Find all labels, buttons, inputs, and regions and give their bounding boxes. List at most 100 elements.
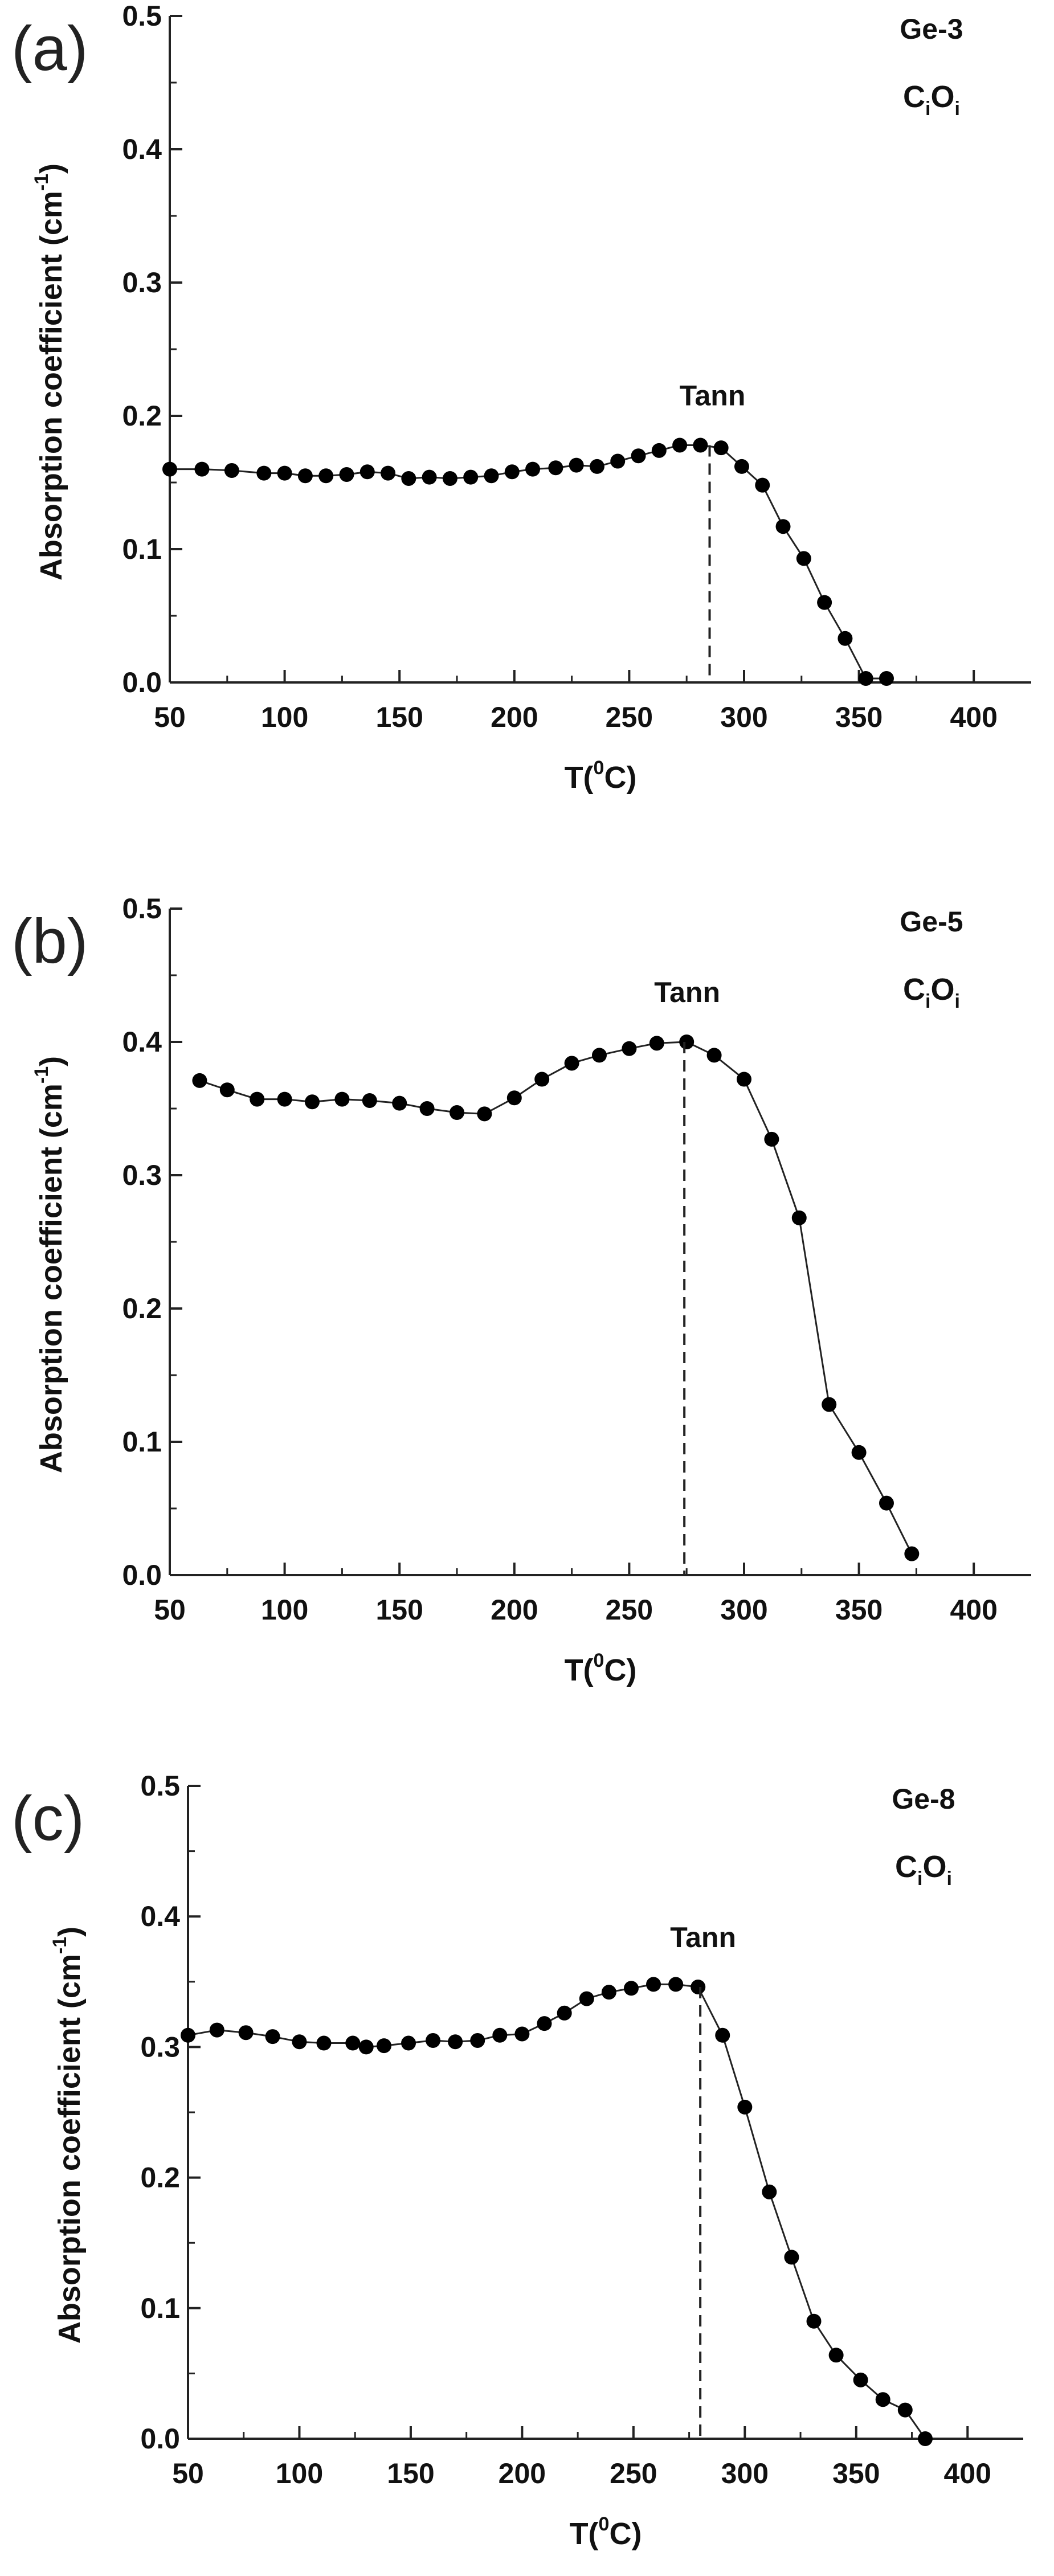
data-point: [219, 1082, 235, 1098]
x-axis-title-text: C): [604, 760, 636, 795]
data-point: [358, 2039, 374, 2055]
data-point: [477, 1106, 492, 1122]
x-axis-title-text: T(: [565, 760, 594, 795]
defect-label: CiOi: [895, 1850, 952, 1890]
x-tick-label: 150: [375, 1594, 423, 1626]
x-tick-label: 250: [606, 1594, 653, 1626]
data-point: [791, 1210, 807, 1225]
tann-annotation: Tann: [680, 379, 746, 411]
y-tick-label: 0.2: [122, 400, 162, 432]
panel-label: (c): [11, 1784, 84, 1854]
data-point: [450, 1105, 464, 1121]
data-point: [426, 2033, 441, 2048]
data-point: [334, 1091, 350, 1107]
data-point: [534, 1072, 550, 1087]
data-point: [591, 1048, 607, 1063]
series-line: [187, 1983, 926, 2439]
data-point: [504, 464, 520, 480]
x-tick-label: 400: [950, 1594, 997, 1626]
data-point: [569, 457, 584, 473]
data-point: [672, 437, 688, 453]
x-tick-label: 200: [491, 1594, 538, 1626]
x-axis-title: T(0C): [565, 1650, 637, 1687]
data-point: [422, 469, 437, 485]
x-tick-label: 150: [387, 2458, 434, 2489]
x-axis-title-text: C): [604, 1653, 636, 1687]
data-point: [250, 1091, 265, 1107]
panel-label: (b): [11, 906, 88, 976]
y-tick-label: 0.0: [140, 2423, 180, 2455]
x-tick-label: 400: [950, 701, 997, 733]
data-point: [646, 1977, 661, 1992]
data-point: [256, 465, 272, 481]
y-tick-label: 0.0: [122, 667, 162, 698]
data-point: [713, 440, 729, 456]
data-point: [668, 1977, 684, 1992]
x-tick-label: 250: [606, 701, 653, 733]
data-point: [381, 465, 396, 481]
sample-label: Ge-3: [900, 13, 963, 45]
data-point: [737, 1072, 751, 1087]
x-axis-title: T(0C): [570, 2513, 642, 2551]
x-tick-label: 200: [491, 701, 538, 733]
defect-sub: i: [947, 1868, 952, 1890]
data-point: [339, 467, 354, 482]
defect-main: C: [895, 1850, 917, 1884]
defect-main: O: [930, 80, 954, 114]
data-point: [651, 443, 667, 458]
series-line: [199, 1041, 913, 1555]
data-point: [181, 2027, 195, 2043]
data-point: [734, 459, 749, 474]
data-point: [192, 1073, 207, 1088]
tann-annotation: Tann: [654, 976, 720, 1008]
y-axis-title-sup: -1: [49, 1937, 71, 1954]
x-tick-label: 300: [721, 2458, 769, 2489]
data-point: [806, 2313, 822, 2329]
y-tick-label: 0.5: [140, 1770, 180, 1802]
data-point: [679, 1035, 695, 1049]
data-point: [879, 1495, 894, 1511]
x-tick-label: 50: [154, 1594, 186, 1626]
y-tick-label: 0.2: [122, 1293, 162, 1324]
y-tick-label: 0.4: [122, 1026, 162, 1058]
data-point: [706, 1048, 722, 1063]
y-tick-label: 0.1: [140, 2292, 180, 2324]
data-point: [377, 2038, 392, 2054]
data-point: [557, 2005, 572, 2021]
data-point: [897, 2402, 913, 2418]
x-tick-label: 200: [499, 2458, 546, 2489]
data-point: [775, 519, 791, 534]
y-tick-label: 0.2: [140, 2162, 180, 2194]
x-axis-title-sup: 0: [594, 757, 604, 779]
data-point: [601, 1985, 616, 2000]
y-axis-title: Absorption coefficient (cm-1): [31, 163, 68, 580]
data-point: [548, 460, 563, 476]
data-point: [238, 2025, 254, 2041]
x-tick-label: 350: [835, 1594, 883, 1626]
y-axis-title: Absorption coefficient (cm-1): [31, 1056, 68, 1473]
x-axis-title-sup: 0: [594, 1650, 604, 1671]
x-axis-title-text: T(: [565, 1653, 594, 1687]
x-axis-title-sup: 0: [599, 2513, 610, 2535]
y-tick-label: 0.1: [122, 1426, 162, 1458]
data-point: [194, 461, 210, 477]
data-point: [470, 2033, 485, 2048]
data-point: [345, 2035, 361, 2051]
data-point: [277, 465, 292, 481]
defect-main: C: [903, 80, 925, 114]
y-tick-label: 0.3: [140, 2031, 180, 2063]
x-axis-title-text: C): [609, 2517, 642, 2551]
data-point: [442, 471, 457, 486]
data-point: [715, 2027, 730, 2043]
series-line: [170, 444, 886, 680]
x-axis-title-text: T(: [570, 2517, 599, 2551]
y-tick-label: 0.4: [122, 133, 162, 165]
y-axis-title-text: ): [34, 1056, 68, 1066]
chart-panel-3: 0.0 0.1 0.2 0.3 0.4 0.5 50 100 150 200 250 300 350 40…: [11, 1770, 1023, 2551]
y-tick-label: 0.1: [122, 533, 162, 565]
data-point: [265, 2029, 280, 2045]
y-axis-title: Absorption coefficient (cm-1): [49, 1927, 87, 2344]
defect-main: O: [922, 1850, 946, 1884]
y-axis-title-text: Absorption coefficient (cm: [34, 191, 68, 580]
y-axis-title-text: Absorption coefficient (cm: [52, 1954, 87, 2344]
